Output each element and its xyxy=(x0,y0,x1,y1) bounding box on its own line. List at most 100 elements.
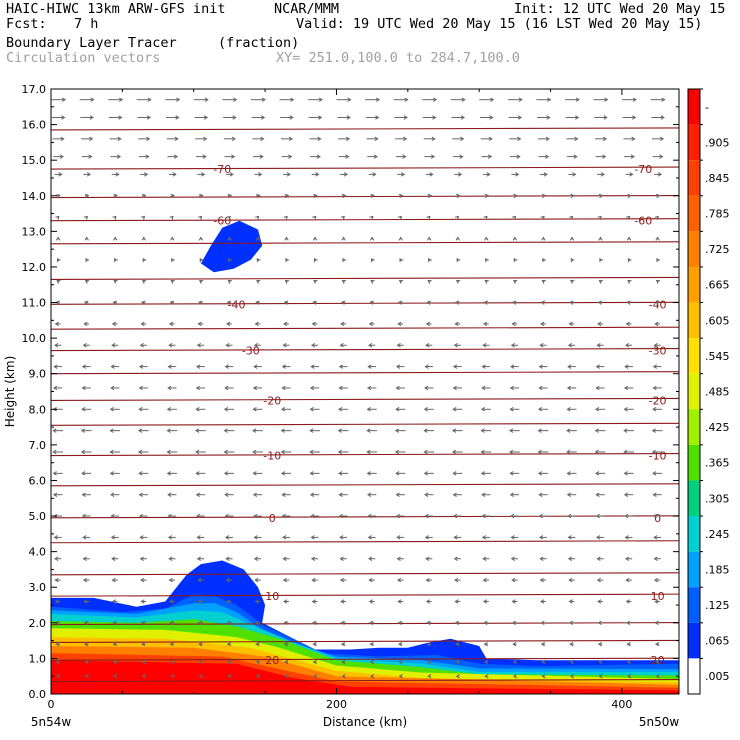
wind-vector-head xyxy=(660,115,665,120)
wind-vector xyxy=(83,321,90,327)
wind-vector xyxy=(512,300,517,305)
wind-vector xyxy=(195,471,206,476)
wind-vector-head xyxy=(539,321,545,327)
wind-vector xyxy=(597,172,605,177)
wind-vector xyxy=(537,407,548,412)
wind-vector xyxy=(539,577,547,583)
wind-vector xyxy=(280,471,292,476)
wind-vector-head xyxy=(403,136,408,142)
wind-vector xyxy=(113,257,118,263)
wind-vector-head xyxy=(487,154,493,159)
wind-vector-head xyxy=(137,428,143,433)
wind-vector xyxy=(368,556,376,561)
wind-vector xyxy=(281,492,291,497)
wind-vector xyxy=(511,577,518,583)
wind-vector-head xyxy=(512,236,518,241)
wind-vector xyxy=(81,154,93,159)
wind-vector-head xyxy=(538,492,543,497)
wind-vector xyxy=(597,300,603,305)
wind-vector-head xyxy=(369,641,374,647)
wind-vector xyxy=(140,215,146,220)
wind-vector-head xyxy=(653,343,658,348)
wind-vector xyxy=(654,620,660,626)
wind-vector xyxy=(168,556,176,561)
wind-vector xyxy=(194,449,206,455)
wind-vector-head xyxy=(56,257,61,263)
wind-vector-head xyxy=(194,449,200,455)
wind-vector xyxy=(594,115,608,120)
wind-vector xyxy=(623,385,634,391)
wind-vector-head xyxy=(394,449,400,455)
colorbar-label: .485 xyxy=(705,386,730,399)
wind-vector xyxy=(111,577,119,583)
wind-vector-head xyxy=(195,471,200,476)
wind-vector-head xyxy=(84,659,89,665)
wind-vector-head xyxy=(461,97,466,102)
wind-vector xyxy=(252,492,263,497)
wind-vector xyxy=(253,343,262,348)
wind-vector-head xyxy=(146,136,151,142)
wind-vector xyxy=(112,215,117,220)
wind-vector-head xyxy=(623,407,628,412)
contour-label: -70 xyxy=(634,163,652,176)
wind-vector xyxy=(310,535,319,540)
wind-vector xyxy=(225,577,233,583)
wind-vector-head xyxy=(224,513,229,519)
wind-vector xyxy=(337,449,349,455)
wind-vector-head xyxy=(338,513,343,519)
wind-vector xyxy=(280,428,292,433)
wind-vector xyxy=(536,97,552,102)
wind-vector-head xyxy=(508,449,514,455)
wind-vector-head xyxy=(432,97,438,102)
wind-vector-head xyxy=(315,172,320,177)
wind-vector xyxy=(53,364,62,369)
wind-vector-head xyxy=(226,620,231,626)
wind-vector xyxy=(623,492,634,497)
wind-vector-head xyxy=(594,471,600,476)
wind-vector-head xyxy=(253,343,259,348)
wind-vector-head xyxy=(174,136,179,142)
wind-vector xyxy=(81,471,92,476)
wind-vector xyxy=(113,673,118,679)
wind-vector xyxy=(280,115,294,120)
wind-vector xyxy=(594,136,608,142)
wind-vector xyxy=(653,535,662,540)
wind-vector xyxy=(626,215,631,220)
wind-vector xyxy=(482,556,490,561)
wind-vector-head xyxy=(283,641,289,647)
wind-vector xyxy=(598,236,603,241)
wind-vector xyxy=(284,659,289,665)
wind-vector xyxy=(368,577,375,583)
wind-vector xyxy=(455,300,460,305)
wind-vector xyxy=(285,257,290,263)
wind-vector xyxy=(511,172,520,177)
wind-vector xyxy=(598,279,603,284)
wind-vector-head xyxy=(168,321,174,327)
wind-vector-head xyxy=(345,154,350,159)
wind-vector-head xyxy=(485,257,489,263)
wind-vector xyxy=(452,471,463,476)
wind-vector xyxy=(481,154,493,159)
wind-vector-head xyxy=(455,300,460,305)
wind-vector xyxy=(313,279,318,284)
wind-vector-head xyxy=(512,659,517,665)
wind-vector-head xyxy=(568,577,573,583)
wind-vector-head xyxy=(595,364,600,369)
wind-vector-head xyxy=(626,236,632,241)
wind-vector xyxy=(394,115,408,120)
wind-vector xyxy=(367,513,376,519)
wind-vector-head xyxy=(657,172,663,177)
wind-vector-head xyxy=(89,136,94,142)
wind-vector xyxy=(595,492,605,497)
wind-vector xyxy=(80,449,92,455)
wind-vector xyxy=(455,659,460,665)
wind-vector xyxy=(197,577,204,583)
wind-vector xyxy=(312,215,317,220)
wind-vector-head xyxy=(197,321,202,327)
wind-vector xyxy=(168,172,177,177)
wind-vector xyxy=(653,577,661,583)
wind-vector-head xyxy=(567,364,572,369)
wind-vector-head xyxy=(456,257,461,263)
wind-vector-head xyxy=(511,599,516,604)
